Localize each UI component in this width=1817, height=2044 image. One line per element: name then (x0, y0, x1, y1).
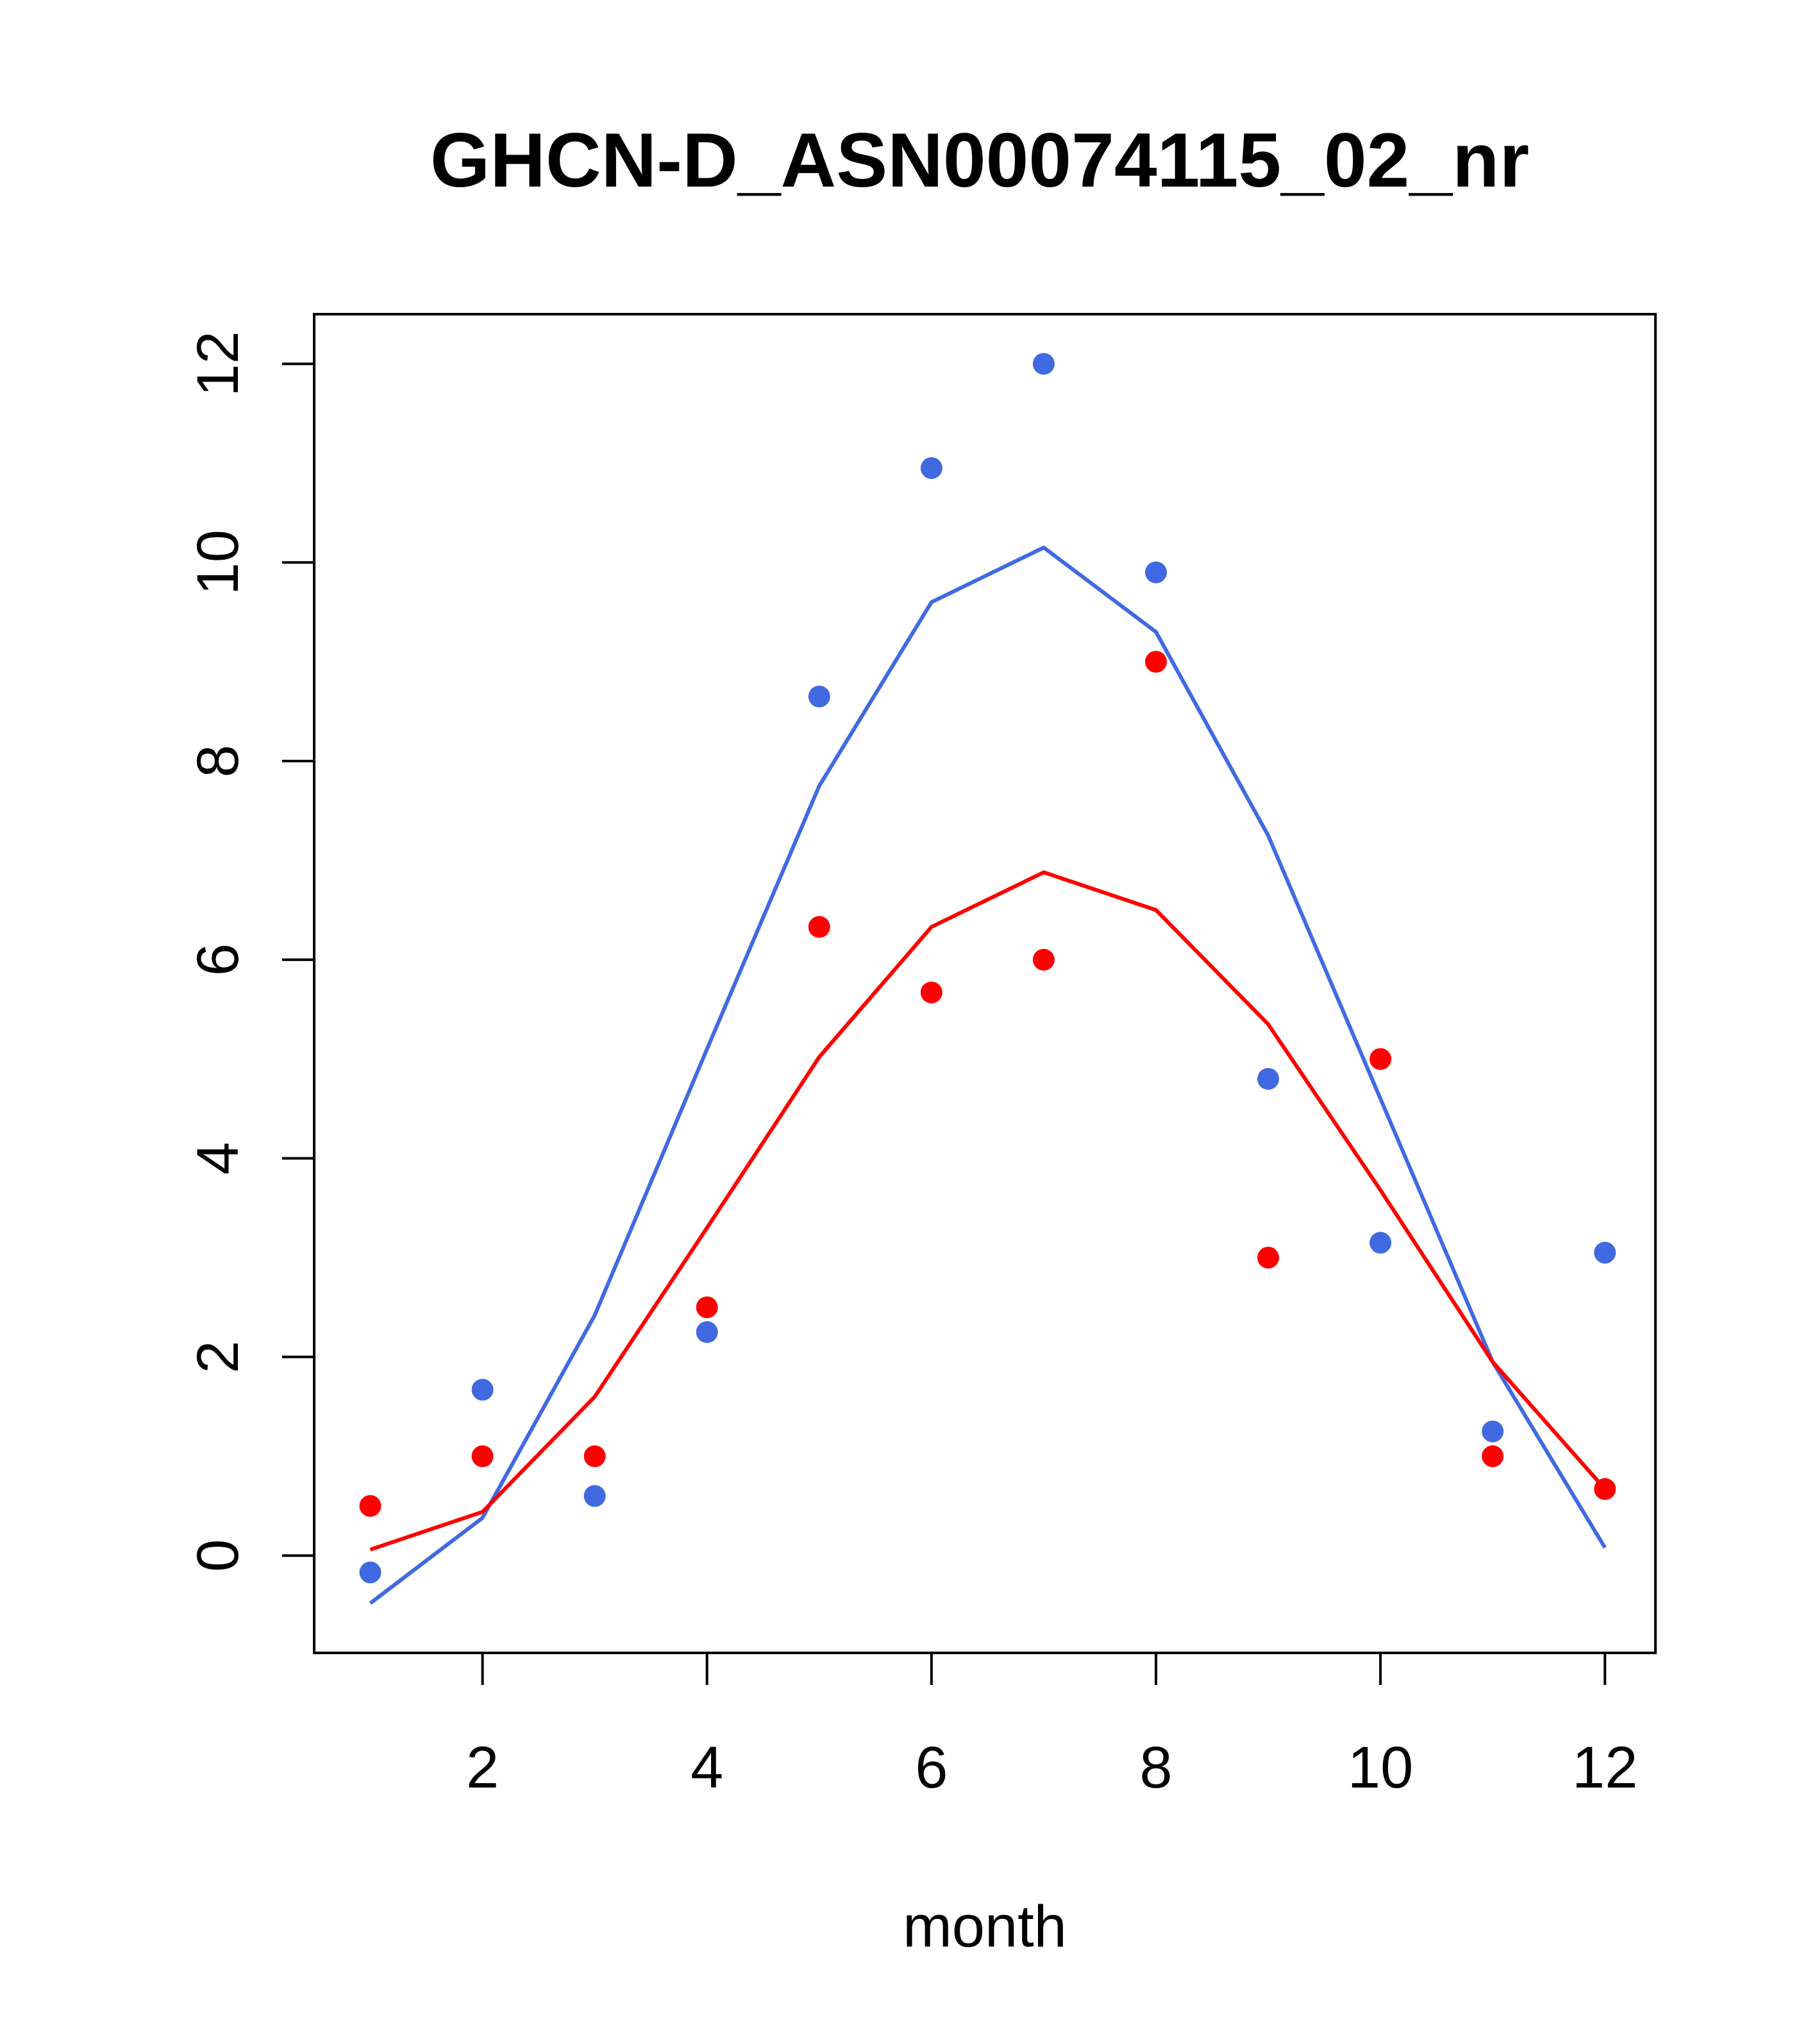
data-point (1594, 1241, 1616, 1264)
x-tick-label: 10 (1348, 1735, 1413, 1800)
x-tick-label: 6 (915, 1735, 948, 1800)
y-tick-label: 6 (185, 943, 251, 976)
data-point (359, 1495, 381, 1517)
data-point (1032, 353, 1055, 375)
y-tick-label: 2 (185, 1341, 251, 1373)
y-tick-label: 4 (185, 1142, 251, 1175)
data-point (583, 1445, 606, 1468)
y-tick-label: 10 (185, 530, 251, 595)
data-point (1032, 948, 1055, 971)
x-tick-label: 2 (466, 1735, 499, 1800)
series-line (369, 870, 1607, 1552)
y-tick-label: 0 (185, 1539, 251, 1572)
data-point (1144, 561, 1167, 583)
x-axis: 2 4 6 8 10 12 (466, 1652, 1637, 1800)
y-axis: 0 2 4 6 8 10 12 (185, 331, 315, 1572)
series-2 (359, 651, 1616, 1552)
data-point (696, 1321, 718, 1343)
data-point (583, 1485, 606, 1507)
data-point (471, 1445, 494, 1468)
data-point (471, 1378, 494, 1401)
x-tick-label: 4 (691, 1735, 723, 1800)
data-point (920, 457, 942, 480)
series-1 (359, 353, 1616, 1605)
data-point (359, 1561, 381, 1584)
x-tick-label: 8 (1139, 1735, 1172, 1800)
y-tick-label: 12 (185, 331, 251, 396)
data-point (1482, 1420, 1504, 1443)
data-point (1369, 1048, 1392, 1070)
data-point (1482, 1445, 1504, 1468)
data-point (808, 685, 830, 708)
plot-frame (313, 313, 1657, 1654)
series-layer (359, 353, 1616, 1605)
x-tick-label: 12 (1572, 1735, 1637, 1800)
data-point (808, 916, 830, 938)
data-point (1594, 1478, 1616, 1500)
series-line (369, 546, 1607, 1605)
data-point (696, 1296, 718, 1318)
data-point (1257, 1068, 1280, 1090)
y-tick-label: 8 (185, 744, 251, 777)
data-point (1369, 1232, 1392, 1254)
data-point (1144, 651, 1167, 673)
x-axis-label: month (903, 1894, 1067, 1959)
data-point (920, 981, 942, 1003)
data-point (1257, 1246, 1280, 1269)
chart-title: GHCN-D_ASN00074115_02_nr (430, 117, 1529, 203)
